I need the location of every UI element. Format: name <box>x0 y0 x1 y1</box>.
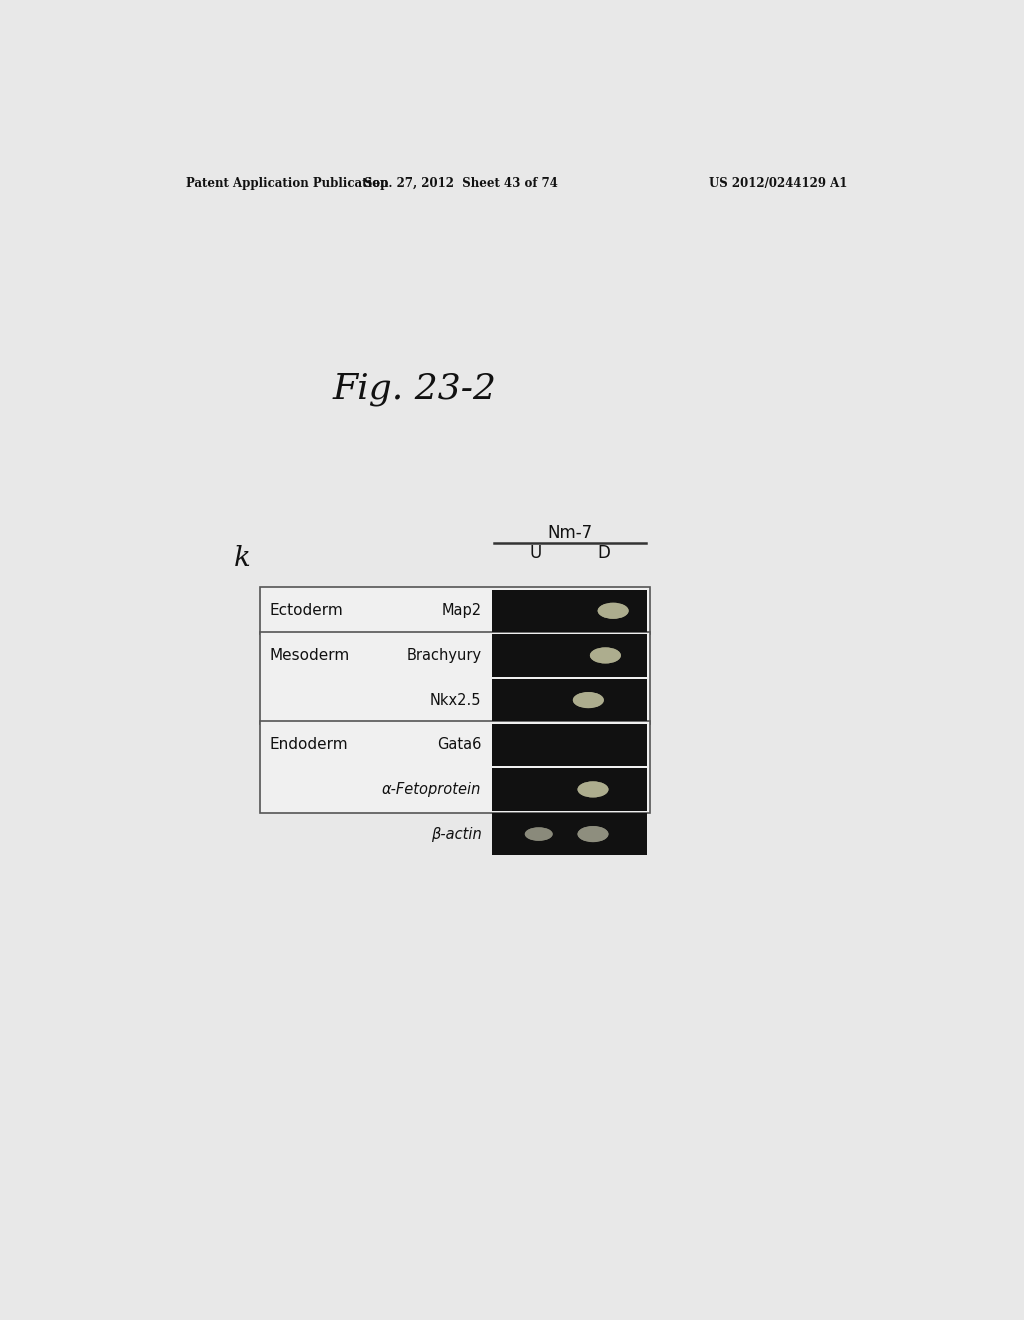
Ellipse shape <box>578 826 608 842</box>
Text: α-Fetoprotein: α-Fetoprotein <box>382 781 481 797</box>
Bar <box>493 768 647 810</box>
Bar <box>493 813 647 855</box>
Text: US 2012/0244129 A1: US 2012/0244129 A1 <box>710 177 848 190</box>
Text: Endoderm: Endoderm <box>269 738 348 752</box>
Bar <box>493 723 647 766</box>
Ellipse shape <box>578 781 608 797</box>
Bar <box>493 723 647 766</box>
Bar <box>493 635 647 677</box>
Bar <box>260 632 649 723</box>
Text: Brachyury: Brachyury <box>407 648 481 663</box>
Text: Mesoderm: Mesoderm <box>269 648 349 663</box>
Ellipse shape <box>578 781 608 797</box>
Ellipse shape <box>572 692 604 708</box>
Text: Fig. 23-2: Fig. 23-2 <box>333 372 497 407</box>
Text: Gata6: Gata6 <box>437 738 481 752</box>
Text: Nkx2.5: Nkx2.5 <box>430 693 481 708</box>
Bar <box>493 813 647 855</box>
Text: Ectoderm: Ectoderm <box>269 603 343 618</box>
Text: Nm-7: Nm-7 <box>547 524 592 543</box>
Text: k: k <box>234 545 251 573</box>
Text: Patent Application Publication: Patent Application Publication <box>186 177 389 190</box>
Text: D: D <box>597 544 610 562</box>
Bar <box>493 813 647 855</box>
Bar <box>493 678 647 721</box>
Ellipse shape <box>598 603 629 619</box>
Ellipse shape <box>590 647 621 664</box>
Ellipse shape <box>598 603 629 619</box>
Bar <box>493 768 647 810</box>
Text: Sep. 27, 2012  Sheet 43 of 74: Sep. 27, 2012 Sheet 43 of 74 <box>365 177 558 190</box>
Ellipse shape <box>578 826 608 842</box>
Bar <box>493 590 647 632</box>
Ellipse shape <box>524 828 553 841</box>
Bar <box>260 721 649 813</box>
Bar <box>493 635 647 677</box>
Ellipse shape <box>590 647 621 664</box>
Text: β-actin: β-actin <box>431 826 481 842</box>
Bar <box>493 590 647 632</box>
Bar <box>493 678 647 721</box>
Ellipse shape <box>524 828 553 841</box>
Bar <box>260 587 649 635</box>
Text: Map2: Map2 <box>441 603 481 618</box>
Ellipse shape <box>572 692 604 708</box>
Text: U: U <box>529 544 542 562</box>
